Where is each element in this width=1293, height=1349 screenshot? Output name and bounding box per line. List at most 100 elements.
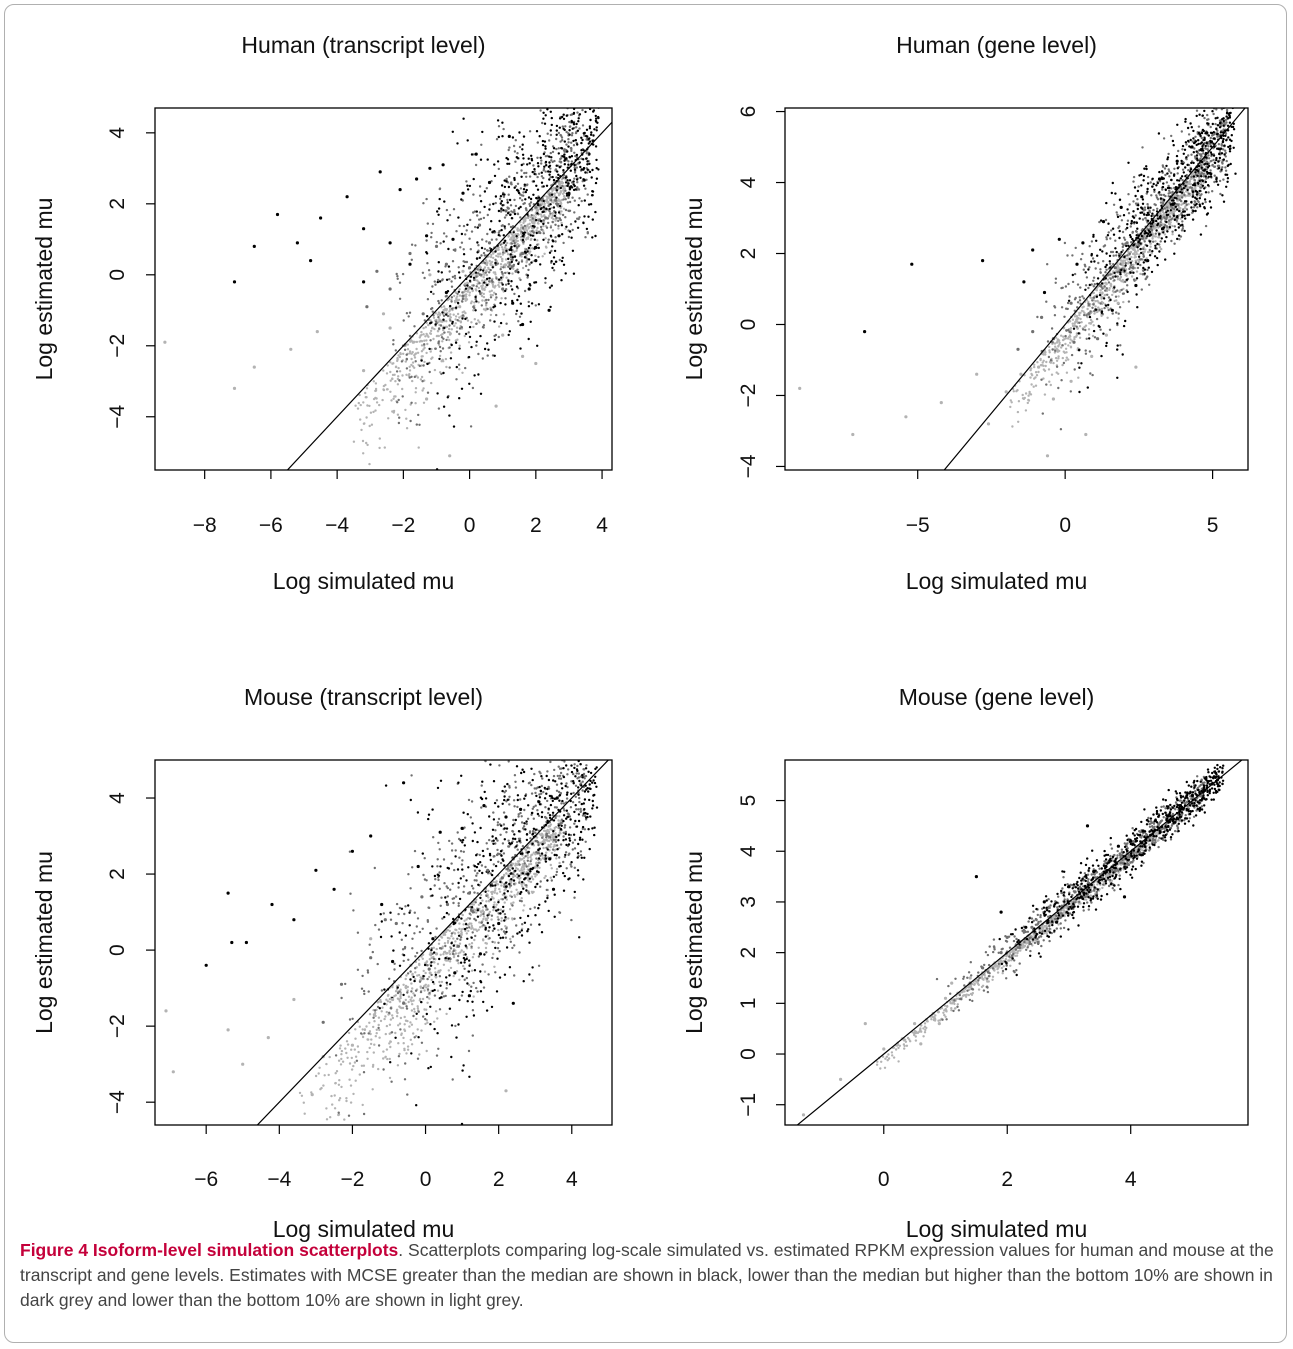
texture-dot bbox=[548, 251, 552, 254]
texture-dot bbox=[1189, 170, 1192, 173]
texture-dot bbox=[451, 260, 455, 263]
scatter-point bbox=[975, 372, 979, 376]
texture-dot bbox=[504, 303, 507, 306]
texture-dot bbox=[536, 226, 539, 230]
texture-dot bbox=[405, 358, 408, 361]
texture-dot bbox=[1209, 143, 1212, 146]
texture-dot bbox=[527, 157, 530, 160]
texture-dot bbox=[462, 224, 466, 228]
texture-dot bbox=[405, 353, 408, 356]
texture-dot bbox=[1186, 213, 1189, 217]
texture-dot bbox=[1232, 128, 1236, 131]
texture-dot bbox=[1127, 212, 1131, 215]
texture-dot bbox=[540, 228, 543, 231]
texture-dot bbox=[401, 1006, 405, 1010]
texture-dot bbox=[562, 189, 565, 192]
texture-dot bbox=[1105, 341, 1108, 345]
texture-dot bbox=[436, 278, 440, 282]
texture-dot bbox=[1083, 263, 1086, 266]
texture-dot bbox=[1222, 93, 1224, 95]
texture-dot bbox=[1217, 167, 1221, 170]
texture-dot bbox=[512, 144, 516, 148]
texture-dot bbox=[564, 178, 567, 181]
texture-dot bbox=[501, 283, 504, 286]
texture-dot bbox=[1192, 175, 1196, 178]
texture-dot bbox=[455, 326, 459, 329]
texture-dot bbox=[1153, 203, 1156, 206]
texture-dot bbox=[526, 183, 529, 186]
texture-dot bbox=[408, 350, 412, 353]
texture-dot bbox=[1184, 184, 1187, 188]
texture-dot bbox=[1015, 390, 1018, 393]
texture-dot bbox=[1174, 205, 1177, 208]
texture-dot bbox=[551, 175, 554, 179]
texture-dot bbox=[465, 918, 468, 921]
texture-dot bbox=[425, 239, 428, 242]
texture-dot bbox=[525, 188, 528, 192]
texture-dot bbox=[364, 391, 367, 395]
texture-dot bbox=[507, 185, 511, 189]
texture-dot bbox=[466, 281, 469, 284]
texture-dot bbox=[1118, 236, 1121, 240]
texture-dot bbox=[1129, 235, 1132, 239]
texture-dot bbox=[1220, 144, 1224, 147]
texture-dot bbox=[1200, 131, 1204, 135]
texture-dot bbox=[1089, 372, 1092, 375]
texture-dot bbox=[467, 355, 471, 359]
texture-dot bbox=[1222, 117, 1225, 120]
texture-dot bbox=[1133, 248, 1136, 252]
texture-dot bbox=[573, 151, 576, 154]
texture-dot bbox=[1106, 234, 1110, 237]
texture-dot bbox=[475, 911, 478, 914]
texture-dot bbox=[1211, 133, 1215, 137]
texture-dot bbox=[488, 290, 491, 293]
scatter-point bbox=[252, 244, 256, 248]
texture-dot bbox=[1171, 190, 1174, 194]
texture-dot bbox=[1226, 98, 1228, 100]
texture-dot bbox=[495, 903, 498, 906]
texture-dot bbox=[445, 365, 448, 369]
texture-dot bbox=[571, 228, 574, 232]
texture-dot bbox=[485, 298, 488, 302]
plot-box bbox=[154, 107, 613, 471]
texture-dot bbox=[555, 196, 558, 199]
texture-dot bbox=[1158, 193, 1162, 196]
texture-dot bbox=[1228, 138, 1232, 141]
texture-dot bbox=[1200, 172, 1203, 175]
texture-dot bbox=[549, 305, 552, 309]
texture-dot bbox=[445, 308, 448, 311]
texture-dot bbox=[521, 153, 525, 156]
texture-dot bbox=[548, 210, 551, 213]
texture-dot bbox=[491, 251, 495, 255]
texture-dot bbox=[506, 158, 510, 161]
texture-dot bbox=[575, 174, 578, 178]
texture-dot bbox=[1181, 214, 1184, 217]
texture-dot bbox=[1227, 163, 1230, 167]
texture-dot bbox=[1220, 152, 1224, 155]
texture-dot bbox=[457, 952, 460, 955]
texture-dot bbox=[490, 220, 493, 223]
scatter-point bbox=[557, 234, 561, 238]
scatter-point bbox=[362, 369, 366, 373]
x-tick-label: −8 bbox=[193, 514, 217, 537]
texture-dot bbox=[465, 476, 467, 478]
texture-dot bbox=[449, 304, 452, 308]
texture-dot bbox=[1170, 239, 1173, 243]
texture-dot bbox=[1114, 239, 1117, 242]
texture-dot bbox=[542, 214, 545, 218]
texture-dot bbox=[416, 376, 420, 379]
texture-dot bbox=[564, 28, 566, 30]
texture-dot bbox=[1145, 213, 1149, 217]
scatter-point bbox=[1125, 241, 1129, 245]
texture-dot bbox=[494, 262, 497, 265]
texture-dot bbox=[1161, 202, 1165, 205]
texture-dot bbox=[1071, 318, 1075, 321]
texture-dot bbox=[459, 321, 463, 324]
texture-dot bbox=[1118, 254, 1121, 257]
texture-dot bbox=[1159, 221, 1162, 224]
texture-dot bbox=[1230, 134, 1233, 137]
texture-dot bbox=[586, 163, 589, 166]
texture-dot bbox=[1126, 290, 1129, 294]
texture-dot bbox=[497, 252, 500, 256]
texture-dot bbox=[476, 214, 479, 217]
